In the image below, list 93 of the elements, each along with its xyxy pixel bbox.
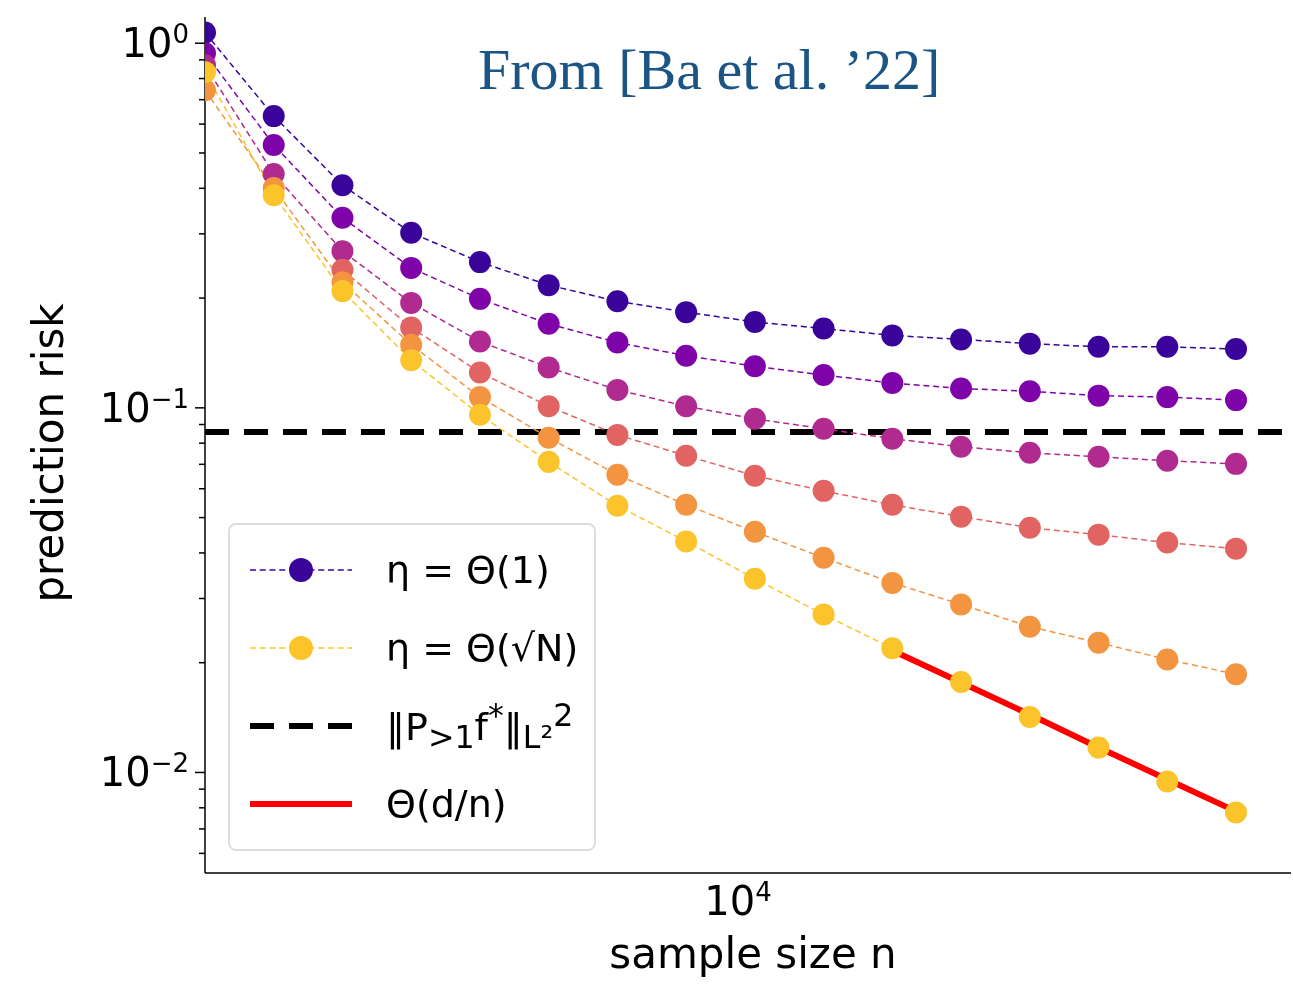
point bbox=[331, 240, 354, 263]
point bbox=[537, 312, 560, 335]
point bbox=[881, 427, 904, 450]
point bbox=[606, 331, 629, 354]
point bbox=[537, 356, 560, 379]
point bbox=[743, 567, 766, 590]
point bbox=[1156, 386, 1179, 409]
point bbox=[606, 463, 629, 486]
point bbox=[812, 317, 835, 340]
point bbox=[537, 426, 560, 449]
y-tick-label: 10$^{−2}$ bbox=[99, 748, 189, 796]
point bbox=[1018, 516, 1041, 539]
point bbox=[262, 184, 285, 207]
point bbox=[1156, 531, 1179, 554]
point bbox=[331, 174, 354, 197]
point bbox=[1018, 705, 1041, 728]
point bbox=[1225, 801, 1248, 824]
point bbox=[1018, 441, 1041, 464]
point bbox=[675, 444, 698, 467]
point bbox=[1225, 452, 1248, 475]
point bbox=[881, 571, 904, 594]
point bbox=[950, 435, 973, 458]
point bbox=[262, 133, 285, 156]
y-axis-title: prediction risk bbox=[24, 302, 73, 603]
point bbox=[331, 206, 354, 229]
point bbox=[468, 403, 491, 426]
point bbox=[1087, 445, 1110, 468]
point bbox=[537, 274, 560, 297]
point bbox=[812, 479, 835, 502]
point bbox=[812, 417, 835, 440]
point bbox=[331, 280, 354, 303]
point bbox=[1087, 631, 1110, 654]
point bbox=[743, 310, 766, 333]
legend-label: η = Θ(1) bbox=[386, 548, 550, 592]
point bbox=[468, 386, 491, 409]
point bbox=[1018, 615, 1041, 638]
point bbox=[743, 520, 766, 543]
point bbox=[743, 407, 766, 430]
point bbox=[812, 603, 835, 626]
legend-label: η = Θ(√N) bbox=[386, 626, 579, 670]
x-axis-title: sample size n bbox=[609, 929, 897, 978]
chart-title: From [Ba et al. ’22] bbox=[478, 37, 941, 102]
legend-label: Θ(d/n) bbox=[386, 782, 507, 826]
point bbox=[468, 361, 491, 384]
point bbox=[1087, 736, 1110, 759]
y-tick-label: 10$^{−1}$ bbox=[99, 383, 189, 431]
point bbox=[1156, 449, 1179, 472]
point bbox=[606, 423, 629, 446]
point bbox=[400, 291, 423, 314]
point bbox=[262, 105, 285, 128]
y-tick-label: 10$^{0}$ bbox=[121, 18, 189, 67]
point bbox=[950, 377, 973, 400]
point bbox=[812, 364, 835, 387]
point bbox=[950, 671, 973, 694]
point bbox=[881, 493, 904, 516]
point bbox=[950, 328, 973, 351]
point bbox=[881, 637, 904, 660]
point bbox=[675, 493, 698, 516]
point bbox=[606, 494, 629, 517]
point bbox=[400, 221, 423, 244]
point bbox=[1156, 648, 1179, 671]
point bbox=[1225, 537, 1248, 560]
point bbox=[1018, 380, 1041, 403]
point bbox=[1087, 523, 1110, 546]
point bbox=[675, 395, 698, 418]
point bbox=[468, 330, 491, 353]
point bbox=[1087, 335, 1110, 358]
point bbox=[400, 349, 423, 372]
point bbox=[606, 378, 629, 401]
point bbox=[606, 290, 629, 313]
point bbox=[537, 450, 560, 473]
point bbox=[468, 251, 491, 274]
point bbox=[1156, 770, 1179, 793]
point bbox=[1225, 663, 1248, 686]
point bbox=[675, 344, 698, 367]
point bbox=[1156, 335, 1179, 358]
point bbox=[1225, 389, 1248, 412]
point bbox=[950, 505, 973, 528]
point bbox=[950, 593, 973, 616]
point bbox=[743, 355, 766, 378]
point bbox=[812, 546, 835, 569]
point bbox=[675, 301, 698, 324]
point bbox=[468, 287, 491, 310]
point bbox=[881, 324, 904, 347]
point bbox=[1087, 384, 1110, 407]
text: 10$^{4}$ bbox=[704, 876, 772, 924]
point bbox=[537, 395, 560, 418]
point bbox=[1225, 338, 1248, 360]
point bbox=[881, 371, 904, 394]
point bbox=[675, 530, 698, 553]
point bbox=[743, 464, 766, 487]
point bbox=[400, 256, 423, 279]
point bbox=[1018, 332, 1041, 355]
